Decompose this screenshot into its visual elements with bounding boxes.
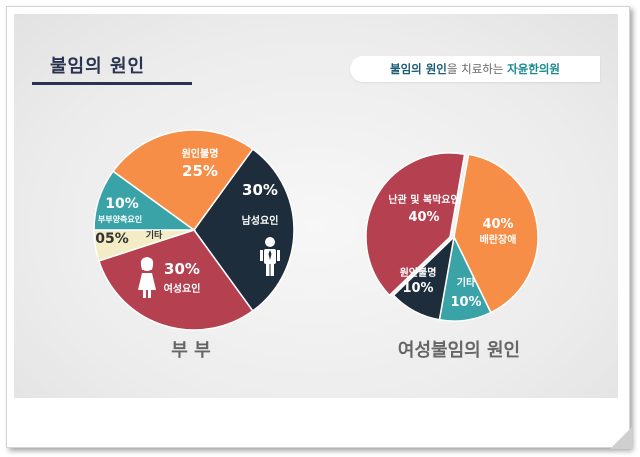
pie2-label-value-2: 10% bbox=[402, 281, 433, 296]
page-curl bbox=[610, 427, 632, 449]
pie-chart-female bbox=[365, 152, 539, 322]
pie2-slice-3 bbox=[365, 152, 466, 297]
tagline-banner: 불임의 원인을 치료하는 자윤한의원 bbox=[350, 56, 600, 82]
pie1-slice-4 bbox=[112, 129, 254, 232]
page-title: 불임의 원인 bbox=[50, 56, 146, 77]
pie-chart-couple bbox=[93, 129, 295, 331]
female-person-icon bbox=[138, 257, 156, 298]
slide: 불임의 원인 불임의 원인을 치료하는 자윤한의원 30% 남성요인 30% 여성요인… bbox=[14, 14, 618, 398]
pie1-label-name-3: 부부양측요인 bbox=[98, 214, 142, 224]
pie2-slice-0 bbox=[453, 153, 539, 314]
tagline-part3: 자윤한의원 bbox=[507, 62, 561, 76]
pie1-label-value-4: 25% bbox=[182, 162, 218, 180]
pie2-label-name-0: 배란장애 bbox=[480, 233, 517, 246]
pie1-slice-1 bbox=[97, 229, 254, 331]
pie1-label-value-3: 10% bbox=[105, 196, 139, 212]
pie2-label-name-3: 난관 및 복막요인 bbox=[388, 193, 459, 206]
pie1-label-value-1: 30% bbox=[164, 260, 200, 278]
title-underline bbox=[32, 82, 192, 85]
pie2-label-name-1: 기타 bbox=[457, 276, 476, 289]
male-person-icon bbox=[260, 237, 280, 276]
pie2-label-value-0: 40% bbox=[482, 217, 513, 232]
tagline-part2: 을 치료하는 bbox=[446, 62, 508, 76]
pie1-label-value-0: 30% bbox=[242, 181, 278, 199]
pie1-label-name-4: 원인불명 bbox=[182, 147, 219, 160]
pie1-label-name-1: 여성요인 bbox=[164, 282, 201, 295]
pie1-caption: 부 부 bbox=[171, 340, 211, 361]
pie2-label-name-2: 원인불명 bbox=[400, 266, 437, 279]
pie2-caption: 여성불임의 원인 bbox=[397, 340, 521, 361]
pie1-label-value-2: 05% bbox=[95, 231, 129, 247]
tagline-part1: 불임의 원인 bbox=[389, 62, 447, 76]
pie2-slice-2 bbox=[392, 234, 456, 321]
pie1-label-name-2: 기타 bbox=[146, 229, 163, 241]
pie1-label-name-0: 남성요인 bbox=[242, 214, 279, 227]
pie2-label-value-3: 40% bbox=[408, 210, 439, 225]
pie2-label-value-1: 10% bbox=[450, 295, 481, 310]
